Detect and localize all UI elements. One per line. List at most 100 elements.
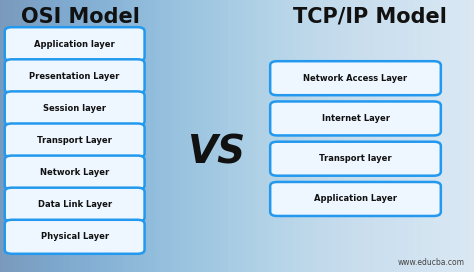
Bar [356, 0, 360, 272]
Bar [351, 0, 356, 272]
Bar [38, 0, 43, 272]
Bar [33, 0, 38, 272]
Bar [450, 0, 455, 272]
Bar [299, 0, 303, 272]
Bar [427, 0, 431, 272]
Bar [469, 0, 474, 272]
FancyBboxPatch shape [5, 123, 145, 157]
Bar [100, 0, 104, 272]
Text: Transport Layer: Transport Layer [37, 136, 112, 145]
Bar [28, 0, 33, 272]
Bar [308, 0, 313, 272]
Bar [204, 0, 209, 272]
Bar [76, 0, 81, 272]
Bar [123, 0, 128, 272]
Bar [47, 0, 52, 272]
Bar [398, 0, 403, 272]
Text: Session layer: Session layer [43, 104, 106, 113]
Bar [337, 0, 341, 272]
Bar [379, 0, 384, 272]
Bar [256, 0, 261, 272]
Bar [190, 0, 194, 272]
Bar [142, 0, 147, 272]
Text: Physical Layer: Physical Layer [41, 232, 109, 241]
FancyBboxPatch shape [5, 59, 145, 93]
Text: OSI Model: OSI Model [21, 7, 140, 27]
Text: Application layer: Application layer [34, 40, 115, 49]
Bar [270, 0, 275, 272]
Bar [43, 0, 47, 272]
Bar [412, 0, 417, 272]
FancyBboxPatch shape [270, 182, 441, 216]
Bar [209, 0, 213, 272]
Bar [327, 0, 332, 272]
Bar [9, 0, 14, 272]
Bar [460, 0, 465, 272]
Text: Transport layer: Transport layer [319, 154, 392, 163]
Bar [294, 0, 299, 272]
Bar [66, 0, 71, 272]
Text: Application Layer: Application Layer [314, 194, 397, 203]
Bar [213, 0, 218, 272]
Bar [393, 0, 398, 272]
Bar [446, 0, 450, 272]
Bar [0, 0, 5, 272]
Bar [52, 0, 57, 272]
Bar [284, 0, 289, 272]
Bar [261, 0, 265, 272]
Bar [332, 0, 337, 272]
Bar [455, 0, 460, 272]
FancyBboxPatch shape [270, 101, 441, 135]
FancyBboxPatch shape [5, 91, 145, 125]
Bar [465, 0, 469, 272]
Bar [118, 0, 123, 272]
Text: www.educba.com: www.educba.com [398, 258, 465, 267]
Bar [218, 0, 223, 272]
Bar [85, 0, 90, 272]
Bar [161, 0, 166, 272]
Bar [417, 0, 422, 272]
Bar [166, 0, 171, 272]
Text: Internet Layer: Internet Layer [321, 114, 390, 123]
Bar [171, 0, 175, 272]
Bar [199, 0, 204, 272]
FancyBboxPatch shape [270, 142, 441, 176]
FancyBboxPatch shape [5, 156, 145, 190]
Bar [374, 0, 379, 272]
FancyBboxPatch shape [5, 220, 145, 254]
Bar [228, 0, 232, 272]
Bar [360, 0, 365, 272]
Bar [246, 0, 251, 272]
Bar [24, 0, 28, 272]
Bar [232, 0, 237, 272]
Bar [14, 0, 19, 272]
Bar [81, 0, 85, 272]
Bar [313, 0, 318, 272]
Bar [152, 0, 156, 272]
Bar [237, 0, 242, 272]
Bar [180, 0, 185, 272]
Bar [5, 0, 9, 272]
Bar [403, 0, 408, 272]
Bar [104, 0, 109, 272]
FancyBboxPatch shape [5, 188, 145, 222]
Bar [365, 0, 370, 272]
Text: Presentation Layer: Presentation Layer [29, 72, 120, 81]
Bar [384, 0, 389, 272]
Bar [318, 0, 322, 272]
Bar [194, 0, 199, 272]
Bar [242, 0, 246, 272]
Bar [322, 0, 327, 272]
FancyBboxPatch shape [5, 27, 145, 61]
Bar [147, 0, 152, 272]
Bar [431, 0, 436, 272]
Bar [114, 0, 118, 272]
Bar [95, 0, 100, 272]
FancyBboxPatch shape [270, 61, 441, 95]
Bar [137, 0, 142, 272]
Bar [436, 0, 441, 272]
Bar [62, 0, 66, 272]
Bar [133, 0, 137, 272]
Bar [341, 0, 346, 272]
Text: Network Access Layer: Network Access Layer [303, 74, 408, 83]
